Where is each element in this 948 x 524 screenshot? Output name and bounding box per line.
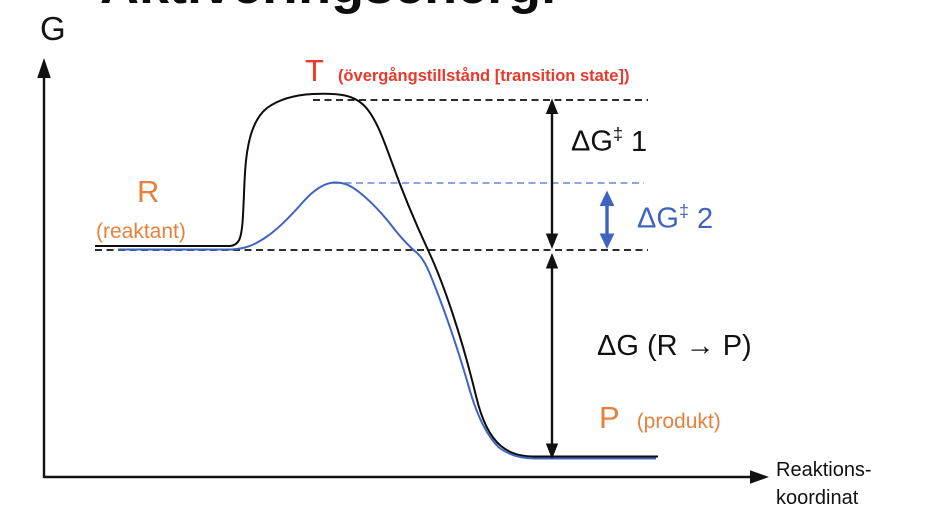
reactant-symbol: R — [137, 174, 160, 209]
product-symbol: P — [599, 400, 620, 435]
activation-energy-1-label: ΔG‡ 1 — [571, 124, 647, 159]
dg2-arrow-up-icon — [599, 190, 615, 206]
dg1-arrow-down-icon — [545, 233, 559, 249]
x-axis-label: Reaktions- koordinat — [776, 456, 872, 512]
dg2-arrow-down-icon — [599, 233, 615, 249]
x-axis-arrowhead-icon — [750, 470, 769, 484]
dg2-base: ΔG — [637, 202, 679, 235]
y-axis-label: G — [40, 10, 66, 47]
product-description: (produkt) — [636, 410, 721, 433]
transition-state-label: T (övergångstillstånd [transition state]… — [305, 53, 629, 89]
blue-energy-curve — [118, 181, 656, 460]
page-title: Aktiveringsenergi — [100, 0, 556, 12]
x-axis-label-line2: koordinat — [776, 487, 859, 509]
dg2-doubledagger: ‡ — [678, 201, 689, 221]
black-energy-curve — [95, 92, 658, 458]
dg1-doubledagger: ‡ — [612, 124, 623, 144]
reaction-free-energy-label: ΔG (R → P) — [597, 330, 752, 362]
product-label: P (produkt) — [599, 400, 721, 436]
dg1-number: 1 — [630, 125, 648, 158]
dg2-number: 2 — [696, 202, 714, 235]
x-axis-label-line1: Reaktions- — [776, 459, 872, 481]
transition-state-description: (övergångstillstånd [transition state]) — [337, 67, 630, 85]
activation-energy-2-label: ΔG‡ 2 — [637, 201, 713, 236]
reactant-description: (reaktant) — [96, 220, 186, 243]
dg-rp-arrow-up-icon — [545, 253, 559, 269]
y-axis-arrowhead-icon — [37, 58, 51, 78]
dg-rp-arrow-down-icon — [545, 443, 559, 459]
dg1-base: ΔG — [571, 125, 613, 158]
dg1-arrow-up-icon — [545, 98, 559, 114]
transition-state-symbol: T — [305, 53, 324, 88]
